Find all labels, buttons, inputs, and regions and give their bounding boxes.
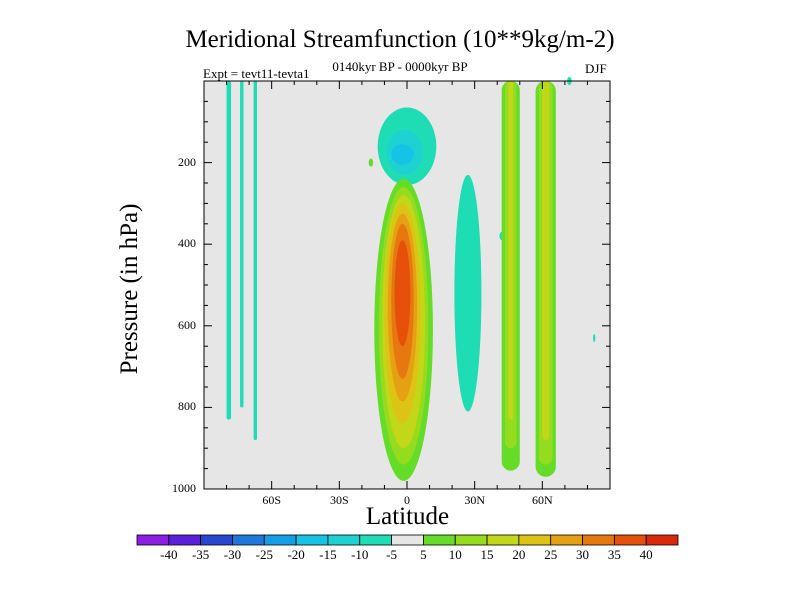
x-tick-label: 60S: [262, 493, 281, 507]
x-tick-label: 0: [404, 493, 410, 507]
colorbar-label: -20: [287, 547, 305, 562]
colorbar-box: [582, 534, 615, 546]
colorbar-box: [359, 534, 392, 546]
x-tick-label: 30N: [464, 493, 485, 507]
colorbar-box: [518, 534, 552, 546]
experiment-label: Expt = tevt11-tevta1: [203, 66, 310, 81]
colorbar-box: [613, 534, 647, 546]
colorbar-label: -25: [255, 547, 273, 562]
colorbar-box: [454, 534, 488, 546]
nh-neg-cell: [454, 174, 482, 412]
colorbar-box: [168, 534, 202, 546]
small-positive-blob: [368, 158, 374, 167]
x-axis-label: Latitude: [365, 503, 450, 530]
eq-cell-level-6: [394, 240, 411, 347]
x-tick-label: 60N: [531, 493, 553, 507]
upper-neg-core: [391, 144, 414, 165]
colorbar-label: -15: [319, 547, 337, 562]
chart-title: Meridional Streamfunction (10**9kg/m-2): [185, 26, 615, 53]
period-label: 0140kyr BP - 0000kyr BP: [332, 59, 468, 74]
colorbar-label: 5: [420, 547, 427, 562]
y-tick-label: 400: [178, 236, 196, 251]
col62-core: [542, 81, 550, 441]
colorbar-label: 30: [576, 547, 590, 562]
colorbar-box: [645, 534, 679, 546]
colorbar-box: [423, 534, 456, 546]
colorbar-label: 15: [480, 547, 494, 562]
col45-core: [508, 81, 514, 420]
colorbar-box: [263, 534, 297, 546]
colorbar-box: [550, 534, 583, 546]
colorbar-box: [136, 534, 170, 546]
colorbar-box: [327, 534, 361, 546]
y-tick-label: 200: [178, 154, 196, 169]
colorbar-label: -40: [160, 547, 178, 562]
colorbar-label: 10: [448, 547, 462, 562]
colorbar-label: 25: [544, 547, 558, 562]
colorbar-box: [391, 534, 424, 546]
colorbar-label: 20: [512, 547, 526, 562]
colorbar-box: [486, 534, 520, 546]
y-tick-label: 800: [178, 399, 196, 414]
y-tick-label: 600: [178, 317, 196, 332]
y-tick-label: 1000: [172, 481, 196, 495]
season-label: DJF: [585, 61, 607, 76]
x-tick-label: 30S: [329, 493, 349, 507]
colorbar-label: 40: [639, 547, 653, 562]
edge-neg-blob: [593, 333, 596, 343]
neg-strip-2: [240, 81, 244, 408]
colorbar-label: -10: [351, 547, 369, 562]
neg-strip-3: [253, 81, 258, 441]
colorbar-box: [200, 534, 233, 546]
colorbar-box: [295, 534, 329, 546]
colorbar-label: 35: [607, 547, 621, 562]
colorbar-label: -5: [386, 547, 397, 562]
colorbar-box: [232, 534, 265, 546]
colorbar-label: -30: [223, 547, 242, 562]
neg-strip-1: [226, 81, 232, 420]
colorbar-label: -35: [191, 547, 210, 562]
